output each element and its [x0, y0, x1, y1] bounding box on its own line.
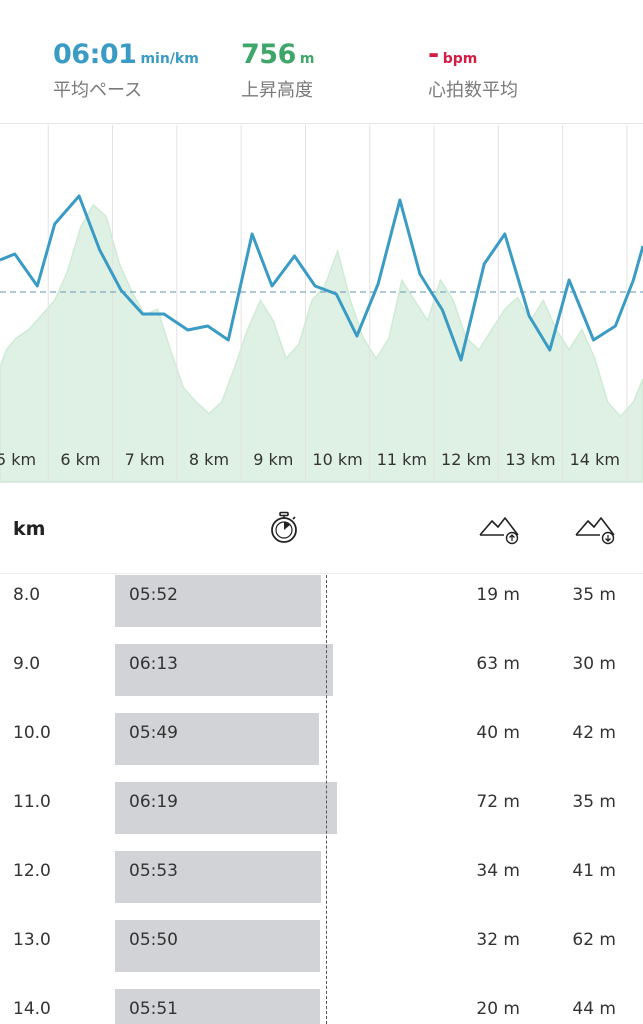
split-descent: 41 m — [572, 861, 616, 881]
split-km: 9.0 — [13, 654, 41, 674]
split-km: 14.0 — [13, 999, 51, 1019]
km-axis-label: 14 km — [570, 450, 620, 469]
split-pace: 06:13 — [129, 654, 178, 674]
km-axis-label: 7 km — [125, 450, 165, 469]
split-ascent: 20 m — [476, 999, 520, 1019]
split-pace-bar — [115, 851, 321, 903]
elevation-gain-value: 756 — [241, 39, 296, 70]
split-pace-bar — [115, 782, 337, 834]
summary-header: 06:01 min/km 平均ペース 756 m 上昇高度 - bpm 心拍数平均 — [0, 0, 643, 124]
km-axis-label: 8 km — [189, 450, 229, 469]
split-row[interactable]: 13.0 05:50 32 m 62 m — [0, 920, 643, 989]
descent-icon — [574, 511, 618, 550]
split-ascent: 19 m — [476, 585, 520, 605]
avg-pace-value: 06:01 — [53, 39, 137, 70]
split-pace: 05:50 — [129, 930, 178, 950]
split-km: 12.0 — [13, 861, 51, 881]
split-row[interactable]: 9.0 06:13 63 m 30 m — [0, 644, 643, 713]
pace-elevation-chart[interactable]: 5 km 6 km 7 km 8 km 9 km 10 km 11 km 12 km 13 km… — [0, 125, 643, 482]
avg-heart-rate-value: - — [428, 39, 439, 70]
splits-list[interactable]: 8.0 05:52 19 m 35 m 9.0 06:13 63 m 30 m … — [0, 575, 643, 1024]
split-pace: 05:49 — [129, 723, 178, 743]
split-pace: 05:52 — [129, 585, 178, 605]
km-axis-label: 11 km — [377, 450, 427, 469]
split-row[interactable]: 11.0 06:19 72 m 35 m — [0, 782, 643, 851]
splits-table-header: km — [0, 482, 643, 574]
km-axis-label: 10 km — [312, 450, 362, 469]
split-pace-bar — [115, 575, 321, 627]
km-axis-label: 5 km — [0, 450, 36, 469]
split-row[interactable]: 12.0 05:53 34 m 41 m — [0, 851, 643, 920]
km-column-header: km — [13, 518, 46, 540]
avg-pace-unit: min/km — [140, 51, 199, 67]
chart-svg: 5 km 6 km 7 km 8 km 9 km 10 km 11 km 12 km 13 km… — [0, 125, 643, 482]
split-pace: 05:51 — [129, 999, 178, 1019]
split-pace: 05:53 — [129, 861, 178, 881]
split-pace-bar — [115, 989, 320, 1024]
km-axis-label: 6 km — [60, 450, 100, 469]
split-km: 10.0 — [13, 723, 51, 743]
elevation-gain-stat: 756 m 上昇高度 — [241, 38, 314, 102]
ascent-icon — [478, 511, 522, 550]
split-row[interactable]: 10.0 05:49 40 m 42 m — [0, 713, 643, 782]
split-ascent: 40 m — [476, 723, 520, 743]
km-axis-label: 12 km — [441, 450, 491, 469]
split-pace-bar — [115, 920, 320, 972]
split-km: 11.0 — [13, 792, 51, 812]
avg-heart-rate-label: 心拍数平均 — [428, 80, 518, 101]
avg-pace-label: 平均ペース — [53, 80, 143, 101]
pace-line — [0, 194, 643, 362]
split-km: 13.0 — [13, 930, 51, 950]
split-km: 8.0 — [13, 585, 41, 605]
split-ascent: 34 m — [476, 861, 520, 881]
split-ascent: 72 m — [476, 792, 520, 812]
km-axis-label: 9 km — [253, 450, 293, 469]
split-ascent: 32 m — [476, 930, 520, 950]
elevation-gain-unit: m — [299, 51, 315, 67]
km-axis-label: 13 km — [505, 450, 555, 469]
elevation-gain-label: 上昇高度 — [241, 80, 313, 101]
split-pace-bar — [115, 713, 319, 765]
split-descent: 42 m — [572, 723, 616, 743]
split-pace-bar — [115, 644, 333, 696]
split-descent: 62 m — [572, 930, 616, 950]
split-descent: 35 m — [572, 792, 616, 812]
avg-pace-stat: 06:01 min/km 平均ペース — [53, 38, 199, 102]
stopwatch-icon — [268, 511, 300, 550]
split-pace: 06:19 — [129, 792, 178, 812]
split-descent: 44 m — [572, 999, 616, 1019]
average-pace-line — [326, 575, 327, 1024]
split-ascent: 63 m — [476, 654, 520, 674]
split-row[interactable]: 8.0 05:52 19 m 35 m — [0, 575, 643, 644]
avg-heart-rate-unit: bpm — [442, 51, 478, 67]
split-row[interactable]: 14.0 05:51 20 m 44 m — [0, 989, 643, 1024]
split-descent: 35 m — [572, 585, 616, 605]
split-descent: 30 m — [572, 654, 616, 674]
avg-heart-rate-stat: - bpm 心拍数平均 — [428, 38, 518, 102]
